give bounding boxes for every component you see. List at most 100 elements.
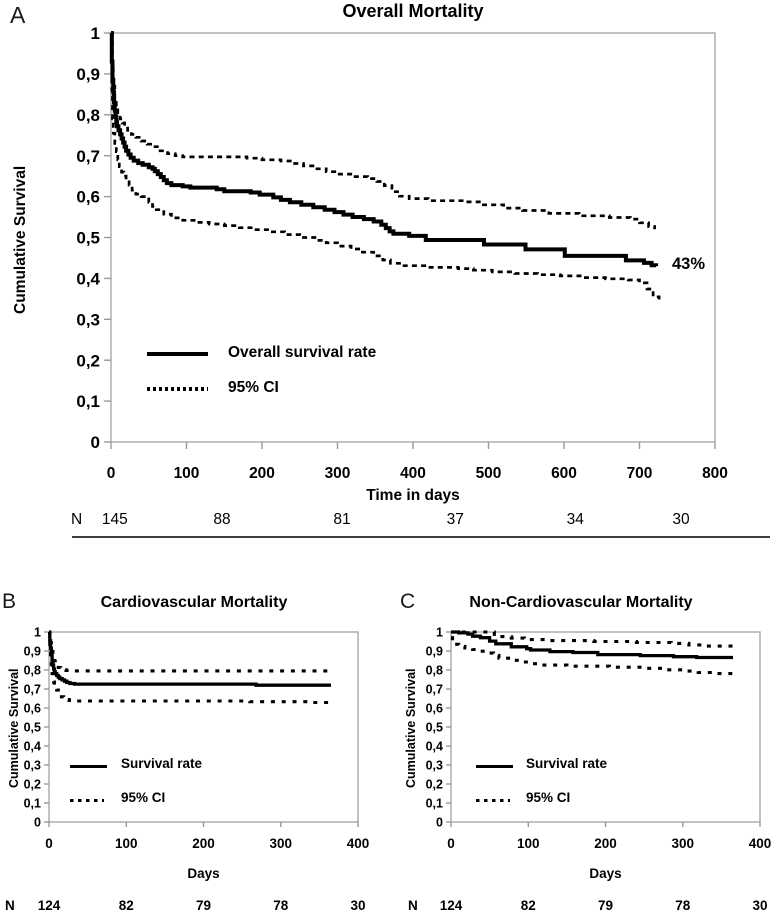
ci-curve <box>110 31 661 303</box>
risk-row-label: N <box>5 898 15 913</box>
y-tick-label: 0 <box>436 816 443 830</box>
x-axis-label: Time in days <box>366 487 460 504</box>
plot-frame <box>48 631 359 823</box>
risk-count: 79 <box>195 898 212 913</box>
risk-count: 30 <box>350 898 366 913</box>
ci-curve <box>111 31 656 230</box>
legend-label-survival: Survival rate <box>526 756 608 771</box>
y-tick-label: 0,9 <box>426 645 443 659</box>
x-tick-label: 300 <box>270 836 293 851</box>
x-tick-label: 0 <box>45 836 53 851</box>
panel-cardiovascular-mortality: B Cardiovascular Mortality Cumulative Su… <box>0 588 388 914</box>
panel-letter-b: B <box>2 590 17 613</box>
legend-label-ci: 95% CI <box>526 790 571 805</box>
y-tick-label: 0,7 <box>24 683 41 697</box>
x-tick-label: 0 <box>107 465 116 482</box>
x-tick-label: 300 <box>325 465 351 482</box>
plot-frame <box>450 631 761 823</box>
y-tick-label: 0,6 <box>24 702 41 716</box>
risk-count: 30 <box>672 511 690 528</box>
risk-count: 37 <box>446 511 464 528</box>
x-tick-label: 200 <box>594 836 617 851</box>
y-tick-label: 1 <box>436 626 443 640</box>
dotted-line-sample <box>147 387 208 391</box>
y-tick-label: 0,8 <box>76 106 100 125</box>
panel-letter-c: C <box>400 590 416 613</box>
risk-count: 30 <box>752 898 768 913</box>
cardiovascular-mortality-chart: 1 0,9 0,8 0,7 0,6 0,5 0,4 0,3 0,2 0,1 00 100 200 300 4… <box>24 626 370 852</box>
risk-row: N 145 88 81 37 34 30 <box>0 511 774 531</box>
y-tick-label: 0,2 <box>24 778 41 792</box>
legend-label-ci: 95% CI <box>121 790 166 805</box>
risk-row: N 124 82 79 78 30 <box>388 898 774 914</box>
y-tick-label: 0,9 <box>24 645 41 659</box>
solid-line-sample <box>147 352 208 356</box>
risk-row-label: N <box>408 898 418 913</box>
y-tick-label: 0,4 <box>76 270 100 289</box>
y-tick-label: 0,6 <box>76 188 100 207</box>
dotted-line-sample <box>476 799 510 803</box>
endpoint-label: 43% <box>672 255 706 273</box>
non-cardiovascular-mortality-chart: 1 0,9 0,8 0,7 0,6 0,5 0,4 0,3 0,2 0,1 00 100 200 300 4… <box>426 626 772 852</box>
x-tick-label: 400 <box>749 836 772 851</box>
y-tick-label: 0,7 <box>76 147 100 166</box>
x-tick-label: 500 <box>476 465 502 482</box>
risk-count: 82 <box>118 898 134 913</box>
y-tick-label: 0,5 <box>426 721 443 735</box>
x-tick-label: 100 <box>517 836 540 851</box>
risk-count: 145 <box>101 511 128 528</box>
y-tick-label: 0,4 <box>24 740 41 754</box>
ci-curve <box>450 636 735 676</box>
y-tick-label: 0,1 <box>24 797 41 811</box>
x-tick-label: 800 <box>702 465 728 482</box>
risk-count: 34 <box>566 511 584 528</box>
risk-count: 78 <box>273 898 289 913</box>
risk-row: N 124 82 79 78 30 <box>0 898 388 914</box>
survival-curve <box>48 630 331 687</box>
chart-title-non-cardiovascular: Non-Cardiovascular Mortality <box>469 594 693 611</box>
panel-letter-a: A <box>10 2 26 28</box>
risk-count: 81 <box>333 511 351 528</box>
risk-count: 124 <box>439 898 463 913</box>
legend-label-survival: Overall survival rate <box>228 344 377 361</box>
survival-curve <box>109 31 659 268</box>
x-tick-label: 200 <box>192 836 215 851</box>
x-tick-label: 100 <box>115 836 138 851</box>
risk-row-label: N <box>71 511 83 528</box>
y-tick-label: 0,1 <box>426 797 443 811</box>
divider <box>72 536 770 538</box>
risk-count: 78 <box>675 898 691 913</box>
y-tick-label: 0,8 <box>426 664 443 678</box>
solid-line-sample <box>70 765 107 768</box>
x-tick-label: 400 <box>347 836 370 851</box>
x-axis-label: Days <box>187 866 220 881</box>
y-tick-label: 0 <box>91 433 100 452</box>
y-tick-label: 0,4 <box>426 740 443 754</box>
risk-count: 124 <box>37 898 61 913</box>
risk-count: 82 <box>520 898 536 913</box>
x-axis-label: Days <box>589 866 622 881</box>
y-tick-label: 0,3 <box>426 759 443 773</box>
x-tick-label: 600 <box>551 465 577 482</box>
legend-label-survival: Survival rate <box>121 756 203 771</box>
legend-label-ci: 95% CI <box>228 379 279 396</box>
overall-mortality-chart: 1 0,9 0,8 0,7 0,6 0,5 0,4 0,3 0,2 0,1 00 100 200 300 4… <box>76 24 728 482</box>
survival-curve <box>451 630 733 660</box>
y-tick-label: 1 <box>34 626 41 640</box>
y-tick-label: 0,3 <box>76 310 100 329</box>
risk-count: 88 <box>213 511 231 528</box>
y-tick-label: 1 <box>91 24 100 43</box>
y-tick-label: 0,8 <box>24 664 41 678</box>
x-tick-label: 200 <box>249 465 275 482</box>
ci-curve <box>48 630 331 673</box>
y-tick-label: 0,9 <box>76 65 100 84</box>
panel-overall-mortality: A Overall Mortality Cumulative Survival … <box>0 1 774 538</box>
ci-curve <box>48 630 333 705</box>
x-tick-label: 700 <box>627 465 653 482</box>
x-tick-label: 100 <box>174 465 200 482</box>
risk-count: 79 <box>597 898 614 913</box>
y-tick-label: 0,2 <box>426 778 443 792</box>
y-tick-label: 0,3 <box>24 759 41 773</box>
panel-non-cardiovascular-mortality: C Non-Cardiovascular Mortality Cumulativ… <box>388 588 774 914</box>
